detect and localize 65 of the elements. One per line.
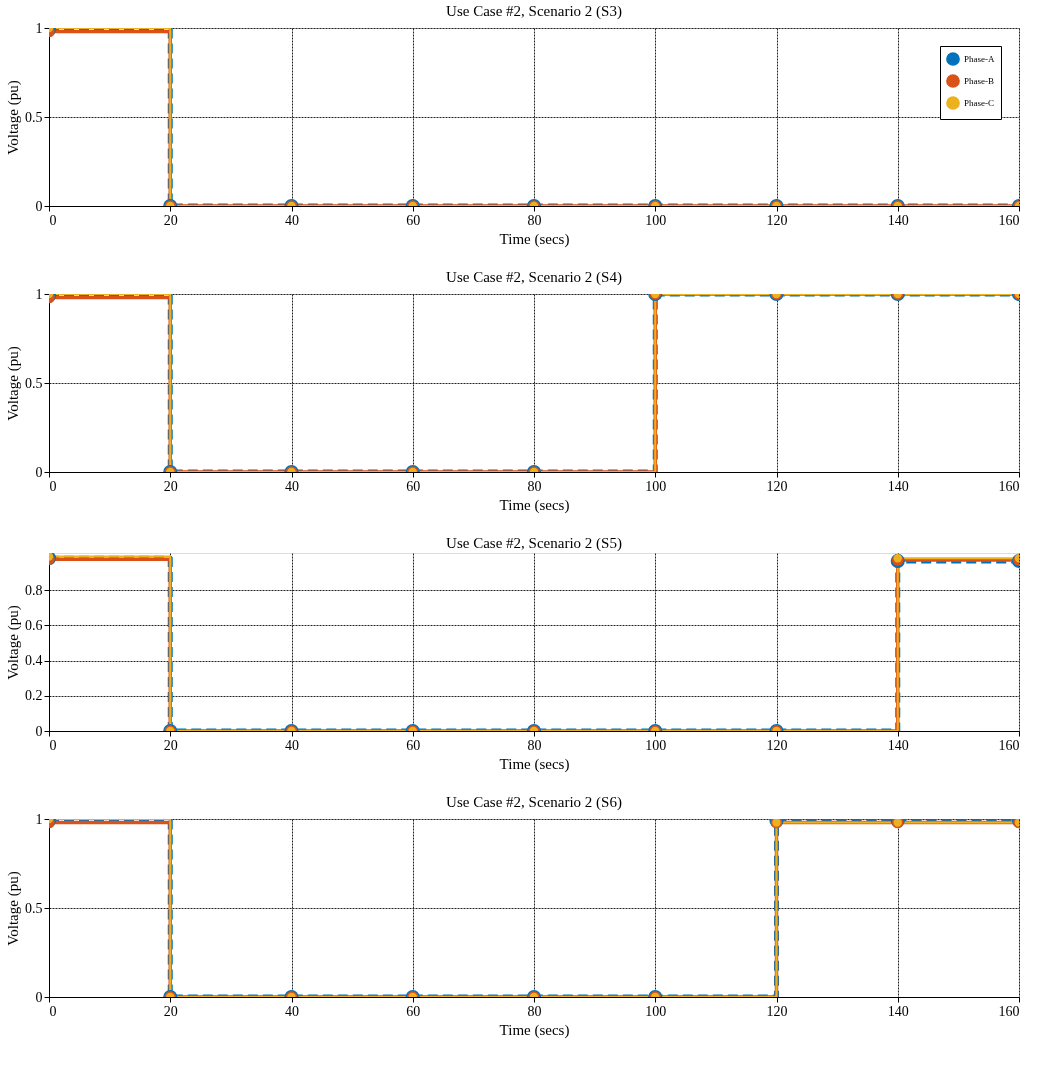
legend-label: Phase-C — [964, 98, 994, 108]
chart-title: Use Case #2, Scenario 2 (S5) — [446, 535, 622, 552]
x-tick-label: 100 — [645, 1003, 667, 1019]
x-tick-label: 60 — [406, 478, 421, 494]
x-tick-label: 0 — [49, 1003, 57, 1019]
x-tick-label: 80 — [527, 478, 542, 494]
x-tick-label: 40 — [285, 737, 299, 753]
x-tick-label: 120 — [766, 478, 788, 494]
y-tick-label: 0 — [35, 723, 43, 739]
x-tick-label: 100 — [645, 212, 667, 228]
x-tick-label: 140 — [887, 737, 909, 753]
x-axis-title: Time (secs) — [499, 496, 570, 514]
y-tick-label: 1 — [35, 20, 43, 36]
chart-title: Use Case #2, Scenario 2 (S6) — [446, 794, 622, 811]
y-tick-label: 0.4 — [25, 653, 43, 668]
y-tick-label: 0.5 — [25, 109, 43, 125]
x-tick-label: 140 — [887, 212, 909, 228]
y-tick-label: 0.6 — [25, 617, 43, 633]
x-tick-label: 20 — [163, 737, 178, 753]
x-tick-label: 20 — [163, 1003, 178, 1019]
x-tick-label: 160 — [998, 212, 1020, 228]
y-axis-title: Voltage (pu) — [5, 871, 22, 946]
x-tick-label: 0 — [49, 737, 57, 753]
y-axis-title: Voltage (pu) — [5, 346, 22, 421]
chart-title: Use Case #2, Scenario 2 (S4) — [446, 269, 622, 286]
x-tick-label: 120 — [766, 212, 788, 228]
x-tick-label: 60 — [406, 212, 421, 228]
x-tick-label: 0 — [49, 478, 57, 494]
x-axis-title: Time (secs) — [499, 755, 570, 773]
x-tick-label: 80 — [527, 1003, 542, 1019]
y-tick-label: 0 — [35, 464, 43, 480]
x-tick-label: 0 — [49, 212, 57, 228]
x-tick-label: 100 — [645, 737, 667, 753]
x-tick-label: 160 — [998, 737, 1020, 753]
y-axis-title: Voltage (pu) — [5, 80, 22, 155]
chart-title: Use Case #2, Scenario 2 (S3) — [446, 3, 622, 20]
y-axis-title: Voltage (pu) — [5, 605, 22, 680]
y-tick-label: 1 — [35, 286, 43, 302]
y-tick-label: 1 — [35, 811, 43, 827]
legend-label: Phase-A — [964, 54, 995, 64]
x-tick-label: 60 — [406, 1003, 421, 1019]
x-tick-label: 40 — [285, 478, 299, 494]
x-tick-label: 120 — [766, 737, 788, 753]
legend-label: Phase-B — [964, 76, 994, 86]
x-tick-label: 40 — [285, 212, 299, 228]
x-axis-title: Time (secs) — [499, 1021, 570, 1039]
y-tick-label: 0.8 — [25, 582, 43, 598]
x-tick-label: 160 — [998, 1003, 1020, 1019]
x-tick-label: 20 — [163, 478, 178, 494]
x-tick-label: 40 — [285, 1003, 299, 1019]
x-tick-label: 120 — [766, 1003, 788, 1019]
x-axis-title: Time (secs) — [499, 230, 570, 248]
x-tick-label: 80 — [527, 212, 542, 228]
y-tick-label: 0 — [35, 989, 43, 1005]
y-tick-label: 0.5 — [25, 375, 43, 391]
x-tick-label: 20 — [163, 212, 178, 228]
x-tick-label: 60 — [406, 737, 421, 753]
y-tick-label: 0.2 — [25, 688, 43, 704]
x-tick-label: 140 — [887, 478, 909, 494]
x-tick-label: 140 — [887, 1003, 909, 1019]
x-tick-label: 80 — [527, 737, 542, 753]
x-tick-label: 160 — [998, 478, 1020, 494]
y-tick-label: 0 — [35, 198, 43, 214]
y-tick-label: 0.5 — [25, 900, 43, 916]
x-tick-label: 100 — [645, 478, 667, 494]
